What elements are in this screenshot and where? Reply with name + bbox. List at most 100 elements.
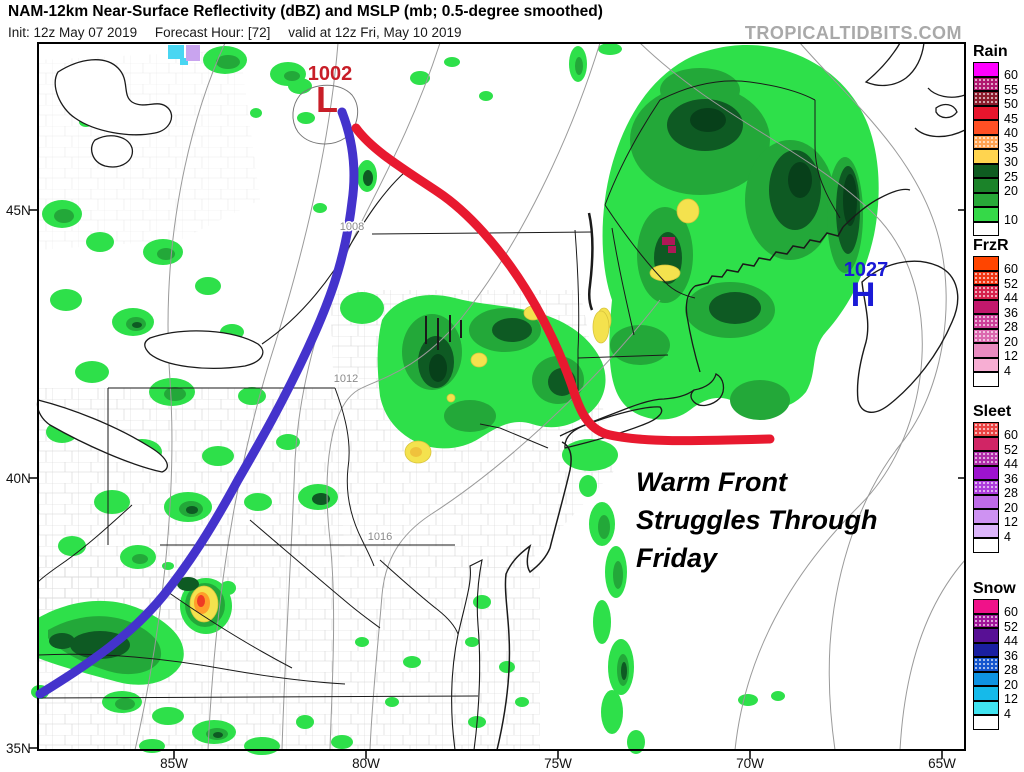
legend-cell: 12 — [973, 509, 1023, 528]
legend-swatch — [973, 700, 999, 715]
annotation-line-1: Warm Front — [636, 467, 788, 497]
legend-cell: 20 — [973, 494, 1023, 514]
legend-value: 40 — [1004, 126, 1018, 140]
cold-front-line — [35, 107, 359, 699]
legend-swatch — [973, 686, 999, 701]
legend-cell: 60 — [973, 599, 1023, 618]
lon-label-70w: 70W — [736, 756, 764, 771]
legend-cell: 20 — [973, 671, 1023, 691]
legend-value: 12 — [1004, 349, 1018, 363]
legend-cell — [973, 192, 1023, 209]
legend-cell: 40 — [973, 120, 1023, 139]
legend-swatch — [973, 314, 999, 329]
legend-cell: 4 — [973, 357, 1023, 377]
legend-cell: 52 — [973, 436, 1023, 456]
lon-label-85w: 85W — [160, 756, 188, 771]
legend-swatch — [973, 134, 999, 149]
legend-value: 12 — [1004, 692, 1018, 706]
legend-cell: 20 — [973, 328, 1023, 348]
legend-scale: 60 52 44 36 28 20 12 4 — [973, 422, 1023, 554]
legend-value: 52 — [1004, 276, 1018, 291]
legend-cell: 25 — [973, 163, 1023, 183]
legend-swatch — [973, 422, 999, 437]
legend-value: 4 — [1004, 706, 1011, 721]
annotation-line-3: Friday — [636, 543, 719, 573]
legend-swatch — [973, 328, 999, 343]
legend-value: 10 — [1004, 213, 1018, 227]
legend-cell — [973, 538, 1023, 554]
isobar-label-1016: 1016 — [368, 531, 392, 543]
low-symbol: L — [316, 79, 338, 120]
legend-swatch — [973, 451, 999, 466]
legend-value: 20 — [1004, 500, 1018, 515]
axis-ticks — [29, 209, 966, 759]
legend-cell: 12 — [973, 343, 1023, 362]
legend-cell: 60 — [973, 256, 1023, 275]
legend-cell: 20 — [973, 178, 1023, 197]
legend-swatch — [973, 91, 999, 106]
legend-freezing-rain: FrzR 60 52 44 36 28 20 12 4 — [973, 238, 1023, 388]
lon-label-75w: 75W — [544, 756, 572, 771]
lat-label-45n: 45N — [6, 203, 31, 218]
legend-snow: Snow 60 52 44 36 28 20 12 4 — [973, 581, 1023, 731]
legend-swatch — [973, 299, 999, 314]
legend-value: 60 — [1004, 68, 1018, 82]
legend-cell: 52 — [973, 613, 1023, 633]
legend-swatch — [973, 480, 999, 495]
legend-swatch — [973, 538, 999, 553]
legend-swatch — [973, 120, 999, 135]
legend-swatch — [973, 285, 999, 300]
legend-swatch — [973, 270, 999, 285]
legend-value: 28 — [1004, 663, 1018, 677]
legend-swatch — [973, 465, 999, 480]
legend-swatch — [973, 357, 999, 372]
legend-swatch — [973, 76, 999, 91]
legend-cell: 30 — [973, 149, 1023, 168]
legend-value — [999, 200, 1004, 215]
low-value: 1002 — [308, 63, 353, 85]
legend-title: Snow — [973, 580, 1016, 597]
legend-value: 12 — [1004, 515, 1018, 529]
legend-swatch — [973, 163, 999, 178]
legend-swatch — [973, 671, 999, 686]
legend-value: 4 — [1004, 529, 1011, 544]
legend-value: 35 — [1004, 140, 1018, 155]
lon-label-80w: 80W — [352, 756, 380, 771]
legend-scale: 60 52 44 36 28 20 12 4 — [973, 256, 1023, 388]
legend-cell: 4 — [973, 523, 1023, 543]
legend-cell: 12 — [973, 686, 1023, 705]
legend-value: 28 — [1004, 486, 1018, 500]
legend-swatch — [973, 599, 999, 614]
legend-swatch — [973, 372, 999, 387]
lat-label-40n: 40N — [6, 471, 31, 486]
legend-swatch — [973, 509, 999, 524]
legend-swatch — [973, 221, 999, 236]
legend-cell: 36 — [973, 465, 1023, 485]
legend-cell: 4 — [973, 700, 1023, 720]
legend-swatch — [973, 207, 999, 222]
legend-value: 36 — [1004, 305, 1018, 320]
page-title: NAM-12km Near-Surface Reflectivity (dBZ)… — [8, 3, 603, 20]
legend-swatch — [973, 436, 999, 451]
high-symbol: H — [851, 276, 876, 314]
legend-swatch — [973, 657, 999, 672]
legend-swatch — [973, 715, 999, 730]
legend-value: 60 — [1004, 262, 1018, 276]
legend-value: 50 — [1004, 97, 1018, 111]
legend-cell: 44 — [973, 451, 1023, 470]
legend-cell: 28 — [973, 657, 1023, 676]
legend-swatch — [973, 192, 999, 207]
legend-value: 28 — [1004, 320, 1018, 334]
high-value: 1027 — [844, 259, 889, 281]
legend-cell: 44 — [973, 628, 1023, 647]
legend-value: 30 — [1004, 155, 1018, 169]
legend-value: 52 — [1004, 619, 1018, 634]
isobar-label-1012: 1012 — [334, 373, 358, 385]
coastline-and-borders — [36, 42, 966, 751]
legend-sleet: Sleet 60 52 44 36 28 20 12 4 — [973, 404, 1023, 554]
legend-scale: 60 52 44 36 28 20 12 4 — [973, 599, 1023, 731]
isobar-value-labels: 1008 1012 1016 — [332, 220, 393, 545]
legend-swatch — [973, 256, 999, 271]
legend-value: 55 — [1004, 82, 1018, 97]
